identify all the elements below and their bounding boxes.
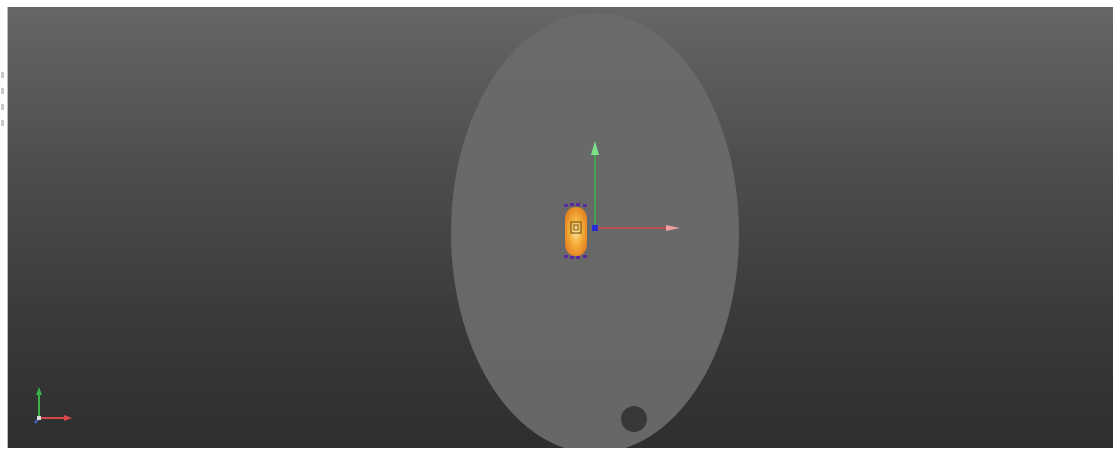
gizmo-origin[interactable] [592, 225, 598, 231]
pivot-marker[interactable] [621, 406, 647, 432]
3d-viewport[interactable] [7, 7, 1113, 448]
axis-triad [34, 387, 72, 424]
selected-object[interactable] [564, 203, 587, 259]
selection-handles[interactable] [564, 203, 587, 259]
gizmo-x-arrow[interactable] [666, 225, 680, 231]
gizmo-y-arrow[interactable] [591, 141, 599, 155]
scene-canvas[interactable] [8, 7, 1113, 448]
transform-gizmo[interactable] [591, 141, 680, 231]
left-edge-markers [0, 70, 6, 130]
